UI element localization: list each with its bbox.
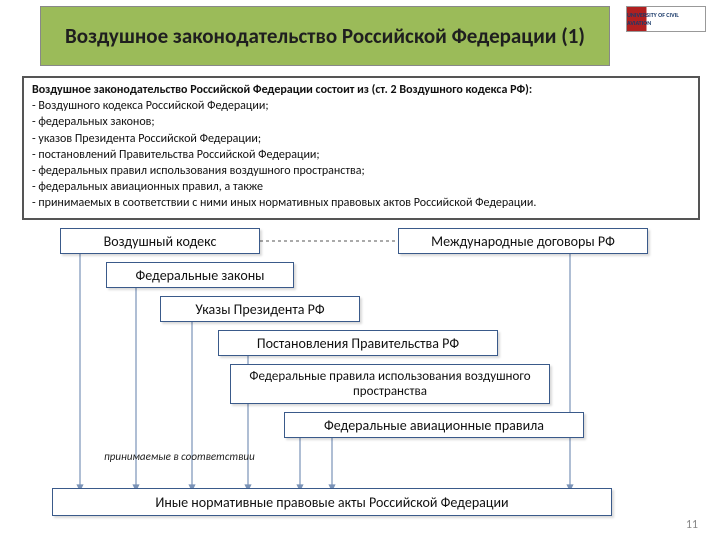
hierarchy-box: Международные договоры РФ	[398, 228, 648, 254]
list-item: - постановлений Правительства Российской…	[32, 147, 690, 163]
list-item: - указов Президента Российской Федерации…	[32, 131, 690, 147]
hierarchy-box: Иные нормативные правовые акты Российско…	[52, 488, 612, 516]
list-item: - федеральных правил использования возду…	[32, 163, 690, 179]
page-number: 11	[686, 518, 698, 532]
list-item: - принимаемых в соответствии с ними иных…	[32, 195, 690, 211]
university-logo: UNIVERSITY OF CIVIL AVIATION	[626, 6, 706, 32]
hierarchy-box: Постановления Правительства РФ	[218, 330, 498, 356]
hierarchy-box: Федеральные правила использования воздуш…	[230, 364, 550, 404]
logo-text: UNIVERSITY OF CIVIL AVIATION	[627, 11, 703, 27]
hierarchy-box: Федеральные авиационные правила	[284, 412, 584, 438]
list-intro: Воздушное законодательство Российской Фе…	[32, 82, 690, 98]
list-item: - федеральных авиационных правил, а такж…	[32, 179, 690, 195]
slide-title-text: Воздушное законодательство Российской Фе…	[65, 23, 585, 49]
slide-title: Воздушное законодательство Российской Фе…	[40, 6, 610, 66]
hierarchy-box: Федеральные законы	[106, 262, 294, 288]
list-item: - федеральных законов;	[32, 114, 690, 130]
hierarchy-box: Воздушный кодекс	[60, 228, 260, 254]
hierarchy-note: принимаемые в соответствии	[104, 450, 255, 463]
note-text: принимаемые в соответствии	[104, 450, 255, 463]
list-item: - Воздушного кодекса Российской Федераци…	[32, 98, 690, 114]
legislation-list-box: Воздушное законодательство Российской Фе…	[22, 76, 700, 220]
hierarchy-box: Указы Президента РФ	[160, 296, 360, 322]
